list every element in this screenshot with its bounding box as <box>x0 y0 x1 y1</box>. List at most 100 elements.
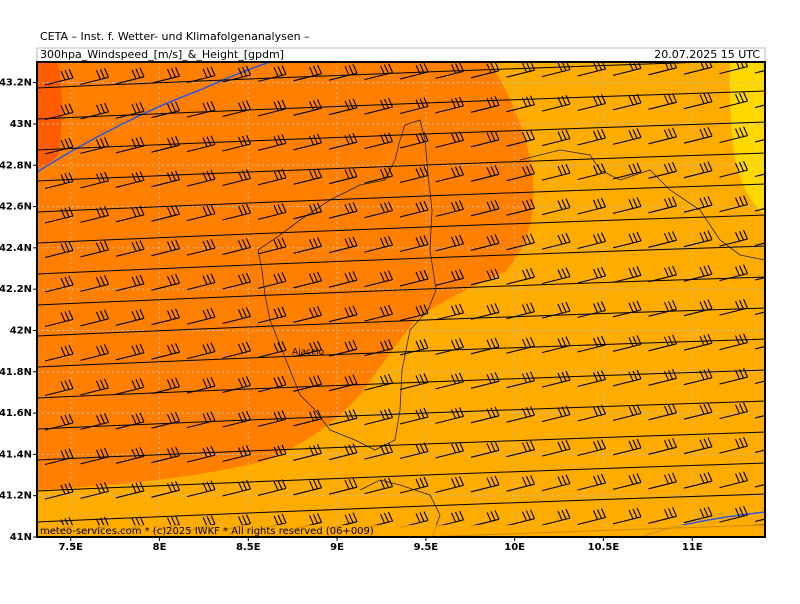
y-tick-label: 43N <box>10 119 32 130</box>
wind-barb <box>364 270 394 288</box>
wind-barb <box>44 379 74 397</box>
wind-barb <box>293 340 323 358</box>
wind-barb <box>151 273 181 291</box>
wind-barb <box>435 476 465 493</box>
wind-barb <box>115 378 145 395</box>
wind-barb <box>151 308 181 326</box>
y-tick-label: 41.6N <box>0 408 32 419</box>
isotach-line <box>37 62 271 173</box>
y-tick-label: 41.4N <box>0 449 32 460</box>
wind-barb <box>151 101 181 119</box>
y-tick-label: 42.4N <box>0 243 32 254</box>
wind-barb <box>577 335 607 353</box>
wind-barb <box>186 376 216 394</box>
wind-barb <box>328 236 358 254</box>
wind-barb <box>80 206 110 223</box>
wind-barb <box>222 410 252 428</box>
wind-barb <box>541 62 571 78</box>
wind-barb <box>506 371 536 389</box>
wind-barb <box>293 99 323 116</box>
wind-barb <box>80 275 110 292</box>
wind-barb <box>151 411 181 429</box>
wind-barb <box>44 275 74 293</box>
wind-barb <box>435 372 465 390</box>
wind-barb <box>44 206 74 224</box>
wind-barb <box>293 168 323 185</box>
wind-barb <box>257 479 287 496</box>
wind-barb <box>293 202 323 220</box>
wind-barb <box>648 196 678 214</box>
wind-barb <box>293 271 323 289</box>
x-tick-label: 11E <box>682 542 703 553</box>
wind-barb <box>719 160 749 178</box>
wind-barb <box>470 303 500 320</box>
wind-barb <box>399 407 429 425</box>
wind-barb <box>541 232 571 250</box>
y-tick-label: 42.2N <box>0 284 32 295</box>
wind-barb <box>222 169 252 187</box>
wind-barb <box>435 510 465 528</box>
wind-barb <box>506 336 536 354</box>
wind-barb <box>186 480 216 498</box>
wind-barb <box>577 439 607 457</box>
wind-barb <box>683 264 713 282</box>
x-tick-label: 9E <box>330 542 344 553</box>
contour-line <box>37 462 765 492</box>
wind-barb <box>683 333 713 351</box>
contour-line <box>37 431 765 461</box>
wind-barb <box>399 200 429 218</box>
wind-barb <box>257 134 287 151</box>
wind-barb <box>683 161 713 179</box>
wind-barb <box>577 370 607 388</box>
wind-barb <box>222 341 252 359</box>
wind-barb <box>115 205 145 223</box>
wind-barb <box>328 408 358 426</box>
wind-barb <box>293 237 323 254</box>
wind-barb <box>683 471 713 489</box>
contour-line <box>37 121 765 151</box>
wind-barb <box>506 509 536 527</box>
wind-barb <box>470 510 500 527</box>
wind-barb <box>435 200 465 217</box>
wind-barb <box>506 164 536 182</box>
wind-barb <box>719 333 749 351</box>
wind-barb <box>577 473 607 491</box>
wind-barb <box>470 96 500 113</box>
coastline-italy <box>519 149 765 261</box>
wind-barb <box>541 267 571 285</box>
wind-barb <box>470 234 500 251</box>
wind-barb <box>506 95 536 113</box>
wind-barb <box>435 234 465 252</box>
wind-barb <box>80 447 110 465</box>
wind-barb <box>115 102 145 119</box>
contour-line <box>37 276 765 306</box>
wind-barb <box>186 445 216 463</box>
wind-barb <box>435 269 465 286</box>
wind-barb <box>612 404 642 421</box>
wind-barb <box>151 446 181 464</box>
wind-barb <box>151 135 181 153</box>
wind-barb <box>80 137 110 154</box>
wind-barb <box>44 68 74 86</box>
wind-barb <box>186 100 216 118</box>
wind-barb <box>80 413 110 430</box>
wind-barb <box>364 442 394 460</box>
wind-barb <box>151 170 181 188</box>
wind-barb <box>151 342 181 360</box>
wind-barb <box>719 195 749 213</box>
wind-barb <box>186 135 216 153</box>
wind-barb <box>577 301 607 319</box>
wind-barb <box>506 129 536 147</box>
y-tick-label: 41.2N <box>0 491 32 502</box>
wind-barb <box>541 405 571 423</box>
wind-barb <box>612 197 642 214</box>
wind-barb <box>435 407 465 424</box>
y-tick-label: 43.2N <box>0 78 32 89</box>
wind-barb <box>186 411 216 429</box>
place-label: Ajaccio <box>292 348 325 358</box>
wind-barb <box>719 126 749 144</box>
wind-barb <box>328 132 358 150</box>
contour-line <box>37 62 720 89</box>
wind-barb <box>115 136 145 154</box>
